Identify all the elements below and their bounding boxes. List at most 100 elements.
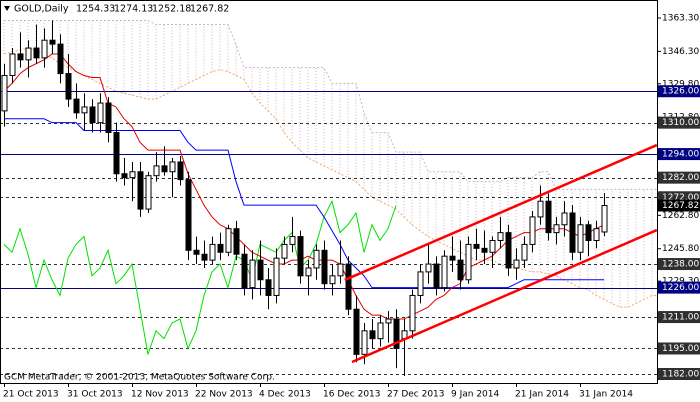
x-tick-label: 31 Oct 2013 [67,390,123,400]
candle-body [337,263,344,277]
candle-body [305,267,312,277]
candle-body [233,228,240,255]
candle-body [505,232,512,269]
candle-body [265,279,272,296]
candle-body [113,131,120,175]
y-tick-label: 1329.80 [662,79,699,89]
candle-body [497,232,504,241]
candle-body [601,204,608,233]
candle-body [489,239,496,253]
candle-body [353,308,360,355]
candle-body [321,249,328,285]
candle-body [513,259,520,269]
candle-body [57,43,64,75]
candle-body [217,243,224,253]
candle-body [465,243,472,281]
candle-body [433,263,440,289]
channel-line [344,143,657,282]
header-open: 1254.33 [76,4,115,15]
level-label: 1195.00 [662,344,699,354]
candle-body [97,102,104,124]
candle-body [177,161,184,181]
y-tick-label: 1363.30 [662,14,699,24]
candle-body [185,179,192,251]
candle-body [289,236,296,245]
candle-body [537,200,544,218]
candle-body [153,165,160,177]
span-a-line [3,47,657,308]
candle-body [225,228,232,253]
candle-body [105,102,112,133]
candle-body [473,243,480,249]
candle-body [201,253,208,261]
candle-body [369,330,376,340]
channel-line [351,228,657,364]
candle-body [41,39,48,59]
candle-body [425,263,432,273]
chikou-line [3,199,397,355]
candle-body [169,161,176,173]
level-label: 1226.00 [662,283,699,293]
candle-body [65,73,72,100]
candle-body [521,243,528,261]
y-tick-label: 1346.30 [662,47,699,57]
level-label-box [658,85,700,98]
candle-body [281,243,288,259]
candle-body [1,75,8,112]
candle-body [385,318,392,324]
level-label: 1238.00 [662,260,699,270]
level-label-box [658,311,700,324]
candle-body [145,175,152,210]
candle-body [377,322,384,340]
menu-arrow[interactable] [4,6,10,11]
candle-body [361,330,368,355]
span-b-line [4,20,657,190]
level-label-box [658,368,700,381]
candle-body [241,253,248,289]
footer: GCM MetaTrader, © 2001-2013, MetaQuotes … [4,373,275,383]
candle-body [33,47,40,59]
price-label: 1267.82 [662,201,699,211]
candle-body [593,228,600,241]
level-label-box [658,342,700,355]
x-tick-label: 9 Jan 2014 [451,390,499,400]
x-tick-label: 16 Dec 2013 [323,390,381,400]
candle-body [393,318,400,349]
level-label-box [658,116,700,129]
candle-body [449,255,456,261]
indicator-line [3,53,605,320]
header-close: 1267.82 [190,4,229,15]
x-tick-label: 21 Oct 2013 [3,390,59,400]
level-label: 1326.00 [662,87,699,97]
x-tick-label: 21 Jan 2014 [515,390,569,400]
header-high: 1274.13 [114,4,153,15]
header-low: 1252.18 [152,4,191,15]
candle-body [161,165,168,173]
candle-body [257,259,264,281]
candle-body [137,171,144,210]
candle-body [9,53,16,77]
x-tick-label: 31 Jan 2014 [579,390,633,400]
candle-body [409,294,416,332]
candle-body [529,216,536,245]
level-label: 1272.00 [662,193,699,203]
x-tick-label: 22 Nov 2013 [195,390,253,400]
x-tick-label: 4 Dec 2013 [259,390,311,400]
candle-body [73,98,80,114]
chart-title: GOLD,Daily [14,4,69,15]
candle-body [545,200,552,234]
candle-body [561,212,568,226]
candle-body [329,275,336,285]
y-tick-label: 1262.80 [662,211,699,221]
candle-body [209,243,216,261]
y-tick-label: 1245.80 [662,244,699,254]
level-label: 1310.00 [662,118,699,128]
candle-body [553,224,560,234]
candle-body [89,106,96,124]
candle-body [193,249,200,255]
level-label-box [658,148,700,161]
x-tick-label: 12 Nov 2013 [131,390,189,400]
price-label-box [658,199,700,212]
